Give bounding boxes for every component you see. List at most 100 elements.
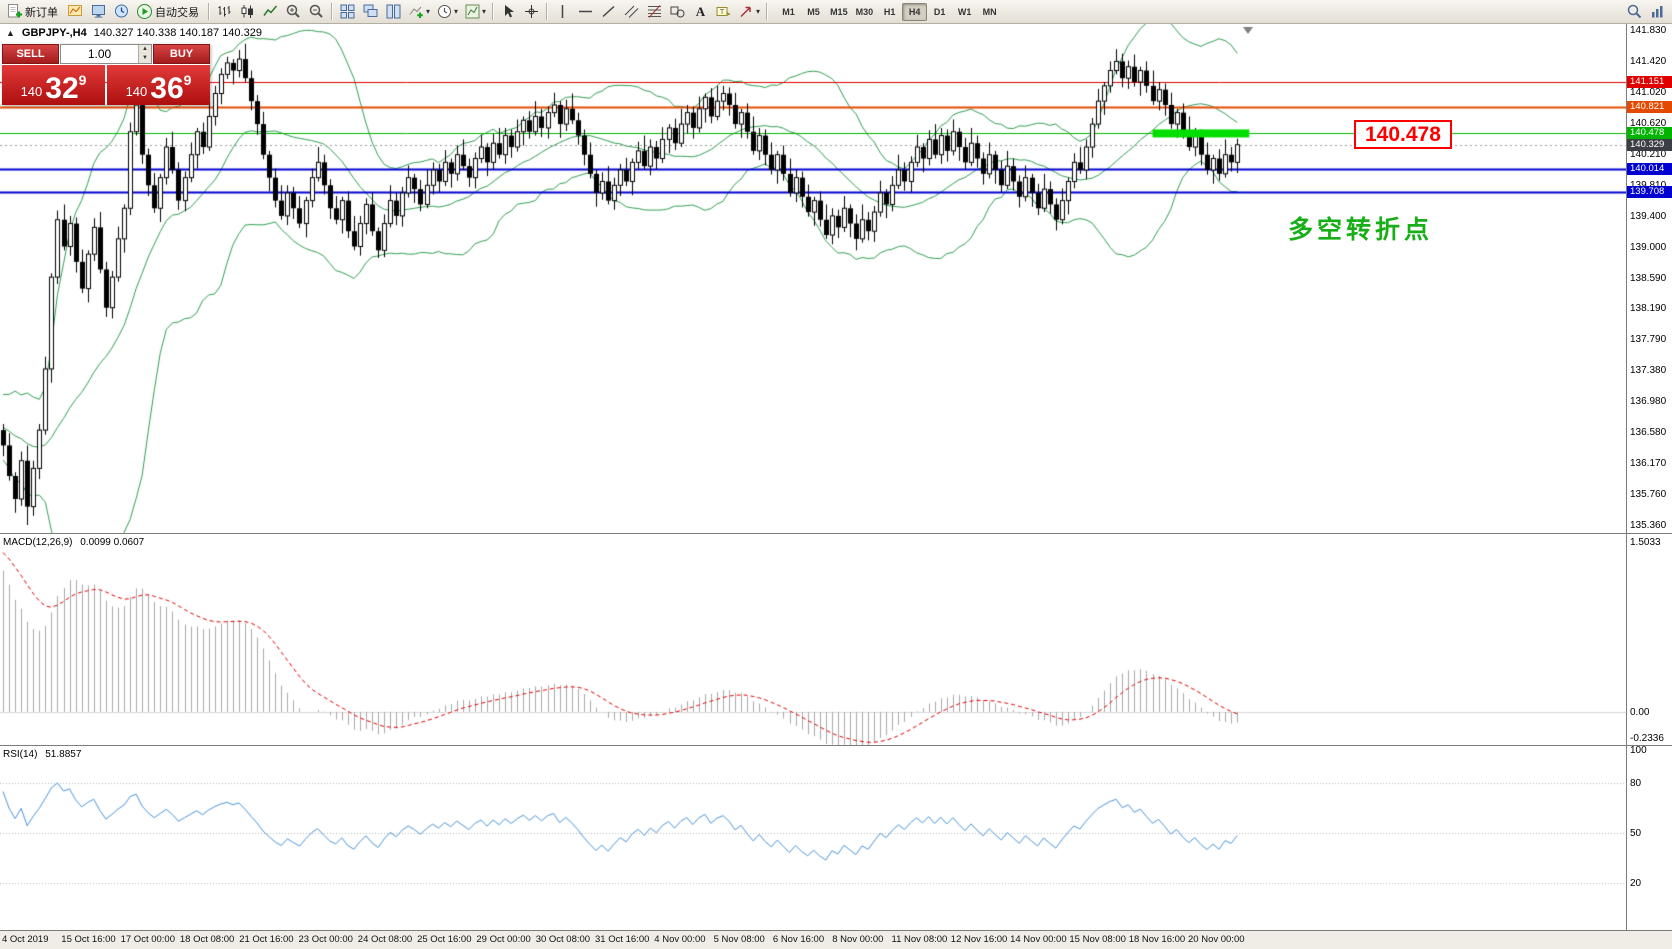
price-tick: 138.190 [1630,303,1667,315]
time-axis[interactable]: 4 Oct 2019 15 Oct 16:00 17 Oct 00:00 18 Oct… [0,930,1672,949]
volume-up-icon[interactable]: ▲ [138,45,151,54]
volume-input[interactable] [61,45,138,63]
symbol-info: ▲ GBPJPY-,H4 140.327 140.338 140.187 140… [6,27,262,39]
vline-button[interactable] [551,2,574,22]
zoom-out-icon [308,3,325,20]
time-label: 30 Oct 08:00 [535,934,591,945]
price-tick: 141.020 [1630,86,1667,98]
periods-button[interactable]: ▾ [433,2,461,22]
timeframe-m1[interactable]: M1 [776,3,801,21]
chevron-down-icon: ▾ [482,7,487,16]
market-watch-button[interactable] [110,2,133,22]
timeframe-m5[interactable]: M5 [801,3,826,21]
trade-panel-prices: 140 32 9 140 36 9 [2,65,210,105]
time-label: 5 Nov 08:00 [713,934,765,945]
trendline-button[interactable] [597,2,620,22]
templates-button[interactable]: ▾ [461,2,489,22]
line-chart-button[interactable] [259,2,282,22]
timeframe-mn[interactable]: MN [977,3,1002,21]
macd-canvas[interactable] [0,534,1626,745]
main-chart-canvas[interactable] [0,24,1626,533]
shapes-button[interactable] [666,2,689,22]
bid-prefix: 140 [20,84,43,99]
price-tick: 135.760 [1630,489,1667,501]
trade-panel-toggle-icon[interactable]: ▲ [6,28,15,38]
arrows-icon [738,3,755,20]
time-label: 11 Nov 08:00 [891,934,948,945]
price-tick: 136.580 [1630,426,1667,438]
timeframe-d1[interactable]: D1 [927,3,952,21]
hline-button[interactable] [574,2,597,22]
cursor-button[interactable] [497,2,520,22]
zoom-out-button[interactable] [305,2,328,22]
panel-separator[interactable] [0,533,1672,534]
vline-icon [554,3,571,20]
text-label-button[interactable]: T [712,2,735,22]
price-tick: 137.380 [1630,365,1667,377]
timeframe-m15[interactable]: M15 [826,3,852,21]
zoom-in-button[interactable] [282,2,305,22]
ask-prefix: 140 [125,84,148,99]
timeframe-w1[interactable]: W1 [952,3,977,21]
price-tick: 138.590 [1630,272,1667,284]
price-tick: 135.360 [1630,520,1667,531]
panel-separator[interactable] [0,745,1672,746]
fibonacci-icon [646,3,663,20]
timeframe-h1[interactable]: H1 [877,3,902,21]
text-icon: A [692,3,709,20]
time-label: 18 Oct 08:00 [179,934,235,945]
price-tick: 1.5033 [1630,537,1661,548]
channel-button[interactable] [620,2,643,22]
ask-price-panel[interactable]: 140 36 9 [107,65,210,105]
profiles-button[interactable] [87,2,110,22]
bar-chart-button[interactable] [213,2,236,22]
symbol-title: GBPJPY-,H4 [21,27,87,39]
buy-button[interactable]: BUY [153,44,210,64]
bid-price-panel[interactable]: 140 32 9 [2,65,105,105]
rsi-indicator-label: RSI(14) 51.8857 [3,749,81,760]
time-label: 21 Oct 16:00 [239,934,294,945]
bid-big-digits: 32 [45,72,79,105]
toolbar-separator [766,3,769,20]
time-label: 18 Nov 16:00 [1128,934,1186,945]
toolbar-right-group [1623,2,1669,22]
price-axis[interactable]: 141.830 141.420 141.020 140.620 140.210 139.8… [1626,24,1672,930]
time-label: 12 Nov 16:00 [950,934,1008,945]
stats-button[interactable] [1646,2,1669,22]
time-label: 25 Oct 16:00 [417,934,472,945]
chart-annotation-text[interactable]: 多空转折点 [1288,216,1434,244]
bar-chart-icon [216,3,233,20]
rsi-canvas[interactable] [0,746,1626,930]
price-callout[interactable]: 140.478 [1354,120,1452,149]
new-order-button[interactable]: 新订单 [3,2,64,22]
time-label: 15 Oct 16:00 [61,934,116,945]
timeframe-m30[interactable]: M30 [852,3,878,21]
time-label: 31 Oct 16:00 [595,934,650,945]
toolbar-separator [208,3,210,20]
crosshair-icon [523,3,540,20]
tile-windows-button[interactable] [336,2,359,22]
time-label: 8 Nov 00:00 [832,934,884,945]
autotrading-button[interactable]: 自动交易 [133,2,205,22]
arrows-button[interactable]: ▾ [735,2,763,22]
fibonacci-button[interactable] [643,2,666,22]
macd-indicator-label: MACD(12,26,9) 0.0099 0.0607 [3,537,144,548]
sell-button[interactable]: SELL [2,44,59,64]
time-label: 4 Oct 2019 [2,934,49,945]
new-order-icon [6,3,23,20]
search-button[interactable] [1623,2,1646,22]
crosshair-button[interactable] [520,2,543,22]
price-badge: 140.478 [1627,127,1672,140]
tile-vertical-button[interactable] [382,2,405,22]
volume-down-icon[interactable]: ▼ [138,54,151,63]
cascade-windows-button[interactable] [359,2,382,22]
toolbar: 新订单 自动交易 ▾ ▾ ▾ A T ▾ M1 M5 M15 M30 H1 H4 D1 W1 MN [0,0,1672,24]
new-chart-button[interactable] [64,2,87,22]
text-button[interactable]: A [689,2,712,22]
time-label: 17 Oct 00:00 [120,934,175,945]
timeframe-h4[interactable]: H4 [902,2,928,21]
indicators-button[interactable]: ▾ [405,2,433,22]
candle-chart-button[interactable] [236,2,259,22]
ask-big-digits: 36 [150,72,184,105]
rsi-value: 51.8857 [45,749,82,760]
